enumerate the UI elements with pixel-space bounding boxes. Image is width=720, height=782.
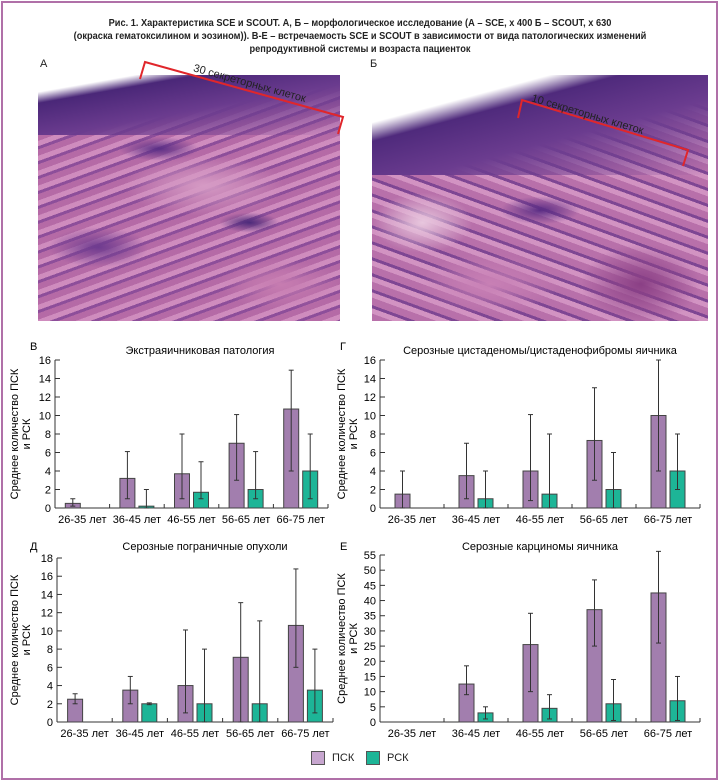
chart-title: Серозные цистаденомы/цистаденофибромы яи… (403, 345, 678, 357)
x-tick-label: 56-65 лет (580, 514, 628, 526)
x-tick-label: 56-65 лет (226, 728, 274, 740)
y-tick-label: 10 (39, 411, 51, 423)
y-tick-label: 20 (364, 656, 376, 668)
panel-label-b: Б (370, 58, 378, 70)
bracket-b (517, 98, 690, 167)
y-axis-label: Среднее количество ПСКи РСК (9, 574, 33, 705)
x-tick-label: 46-55 лет (516, 514, 564, 526)
y-tick-label: 4 (45, 466, 51, 478)
x-tick-label: 26-35 лет (58, 514, 106, 526)
bar-rsk (141, 703, 158, 723)
y-tick-label: 10 (41, 626, 53, 638)
y-tick-label: 4 (370, 466, 376, 478)
y-tick-label: 6 (370, 448, 376, 460)
chart-title: Серозные карциномы яичника (462, 541, 619, 553)
y-tick-label: 30 (364, 626, 376, 638)
y-tick-label: 35 (364, 611, 376, 623)
chart-borderline: Д Серозные пограничные опухоли Среднее кол… (9, 541, 334, 740)
x-tick-label: 36-45 лет (452, 514, 500, 526)
annotation-brackets (139, 60, 690, 167)
x-tick-label: 66-75 лет (281, 728, 329, 740)
y-tick-label: 8 (370, 429, 376, 441)
figure-caption: Рис. 1. Характеристика SCE и SCOUT. А, Б… (43, 17, 677, 56)
x-tick-label: 26-35 лет (388, 728, 436, 740)
y-tick-label: 0 (370, 717, 376, 729)
legend-psk: ПСК (311, 751, 354, 765)
y-tick-label: 40 (364, 596, 376, 608)
x-tick-label: 36-45 лет (113, 514, 161, 526)
legend-rsk: РСК (366, 751, 409, 765)
x-tick-label: 36-45 лет (116, 728, 164, 740)
histology-image-scout (372, 75, 708, 321)
x-tick-label: 26-35 лет (60, 728, 108, 740)
y-tick-label: 50 (364, 565, 376, 577)
x-tick-label: 46-55 лет (171, 728, 219, 740)
chart-carcinomas: Е Серозные карциномы яичника Среднее колич… (336, 541, 701, 740)
y-tick-label: 0 (45, 503, 51, 515)
y-tick-label: 0 (370, 503, 376, 515)
x-tick-label: 26-35 лет (388, 514, 436, 526)
y-tick-label: 12 (41, 608, 53, 620)
y-tick-label: 16 (41, 571, 53, 583)
y-tick-label: 8 (47, 644, 53, 656)
y-axis-label: Среднее количество ПСКи РСК (9, 368, 33, 499)
y-tick-label: 55 (364, 550, 376, 562)
y-tick-label: 16 (364, 355, 376, 367)
chart-extraovarian: В Экстраяичниковая патология Среднее колич… (9, 341, 329, 526)
y-tick-label: 4 (47, 681, 53, 693)
caption-line: (окраска гематоксилином и эозином)). В-Е… (73, 30, 647, 42)
x-tick-label: 66-75 лет (276, 514, 324, 526)
y-tick-label: 10 (364, 687, 376, 699)
y-tick-label: 18 (41, 553, 53, 565)
legend-label-psk: ПСК (332, 752, 355, 764)
caption-line: репродуктивной системы и возраста пациен… (249, 43, 471, 55)
y-tick-label: 16 (39, 355, 51, 367)
caption-line: Рис. 1. Характеристика SCE и SCOUT. А, Б… (108, 17, 612, 29)
chart-title: Серозные пограничные опухоли (122, 541, 287, 553)
panel-label: Д (30, 541, 38, 553)
y-tick-label: 2 (47, 699, 53, 711)
y-tick-label: 8 (45, 429, 51, 441)
x-tick-label: 66-75 лет (644, 514, 692, 526)
y-tick-label: 12 (39, 392, 51, 404)
panel-label-a: А (40, 58, 48, 70)
histology-image-sce (38, 75, 340, 321)
y-axis-label: Среднее количество ПСКи РСК (336, 573, 360, 704)
y-tick-label: 14 (364, 374, 376, 386)
chart-cystadenomas: Г Серозные цистаденомы/цистаденофибромы я… (336, 341, 701, 526)
bracket-a (139, 60, 345, 135)
x-tick-label: 66-75 лет (644, 728, 692, 740)
legend-swatch-rsk (366, 751, 380, 765)
y-tick-label: 45 (364, 580, 376, 592)
x-tick-label: 46-55 лет (167, 514, 215, 526)
legend-label-rsk: РСК (387, 752, 409, 764)
y-tick-label: 2 (45, 485, 51, 497)
y-tick-label: 6 (45, 448, 51, 460)
y-tick-label: 2 (370, 485, 376, 497)
x-tick-label: 46-55 лет (516, 728, 564, 740)
x-tick-label: 56-65 лет (580, 728, 628, 740)
y-axis-label: Среднее количество ПСКи РСК (336, 368, 360, 499)
panel-label: Е (340, 541, 347, 553)
panel-label: Г (340, 341, 346, 353)
y-tick-label: 15 (364, 671, 376, 683)
chart-title: Экстраяичниковая патология (126, 345, 275, 357)
y-tick-label: 6 (47, 662, 53, 674)
panel-label: В (30, 341, 37, 353)
x-tick-label: 36-45 лет (452, 728, 500, 740)
legend-swatch-psk (311, 751, 325, 765)
x-tick-label: 56-65 лет (222, 514, 270, 526)
y-tick-label: 5 (370, 702, 376, 714)
y-tick-label: 14 (39, 374, 51, 386)
y-tick-label: 14 (41, 589, 53, 601)
y-tick-label: 12 (364, 392, 376, 404)
y-tick-label: 10 (364, 411, 376, 423)
y-tick-label: 0 (47, 717, 53, 729)
y-tick-label: 25 (364, 641, 376, 653)
